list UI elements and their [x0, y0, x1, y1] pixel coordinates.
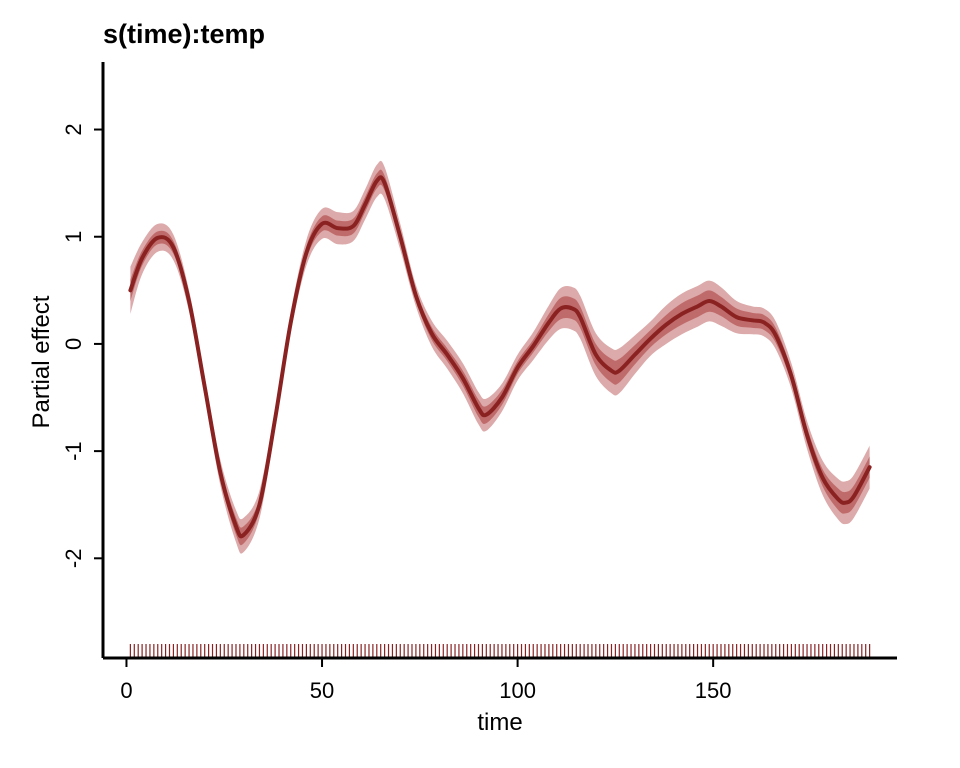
- y-axis-label: Partial effect: [28, 295, 55, 428]
- x-tick-label: 100: [499, 678, 536, 703]
- y-tick-label: 0: [61, 338, 86, 350]
- inner-confidence-band: [130, 169, 870, 546]
- effect-curve: [128, 175, 872, 539]
- chart-title: s(time):temp: [103, 19, 265, 49]
- effect-line: [128, 175, 872, 539]
- y-tick-label: 1: [61, 231, 86, 243]
- y-tick-label: -1: [61, 441, 86, 461]
- confidence-bands: [130, 160, 870, 554]
- x-tick-label: 150: [695, 678, 732, 703]
- outer-confidence-band: [130, 160, 870, 554]
- x-tick-label: 0: [120, 678, 132, 703]
- y-tick-label: -2: [61, 549, 86, 569]
- rug-marks: [129, 644, 871, 657]
- y-tick-label: 2: [61, 123, 86, 135]
- y-ticks: -2 -1 0 1 2: [61, 123, 103, 568]
- x-ticks: 0 50 100 150: [120, 658, 732, 703]
- x-tick-label: 50: [310, 678, 334, 703]
- x-axis-label: time: [477, 709, 522, 736]
- axes: [101, 62, 897, 660]
